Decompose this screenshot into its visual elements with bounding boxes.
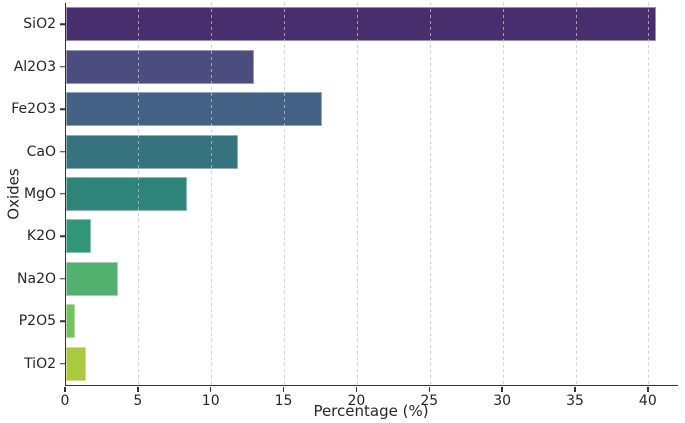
y-tick-label-fe2o3: Fe2O3: [11, 101, 56, 118]
y-tick-label-cao: CaO: [26, 143, 56, 160]
bar-row-sio2: SiO2: [23, 3, 678, 45]
bar-row-al2o3: Al2O3: [14, 45, 678, 87]
bar-na2o: [66, 261, 119, 296]
bar-fe2o3: [66, 92, 323, 127]
x-tick-mark: [282, 387, 285, 392]
y-tick-mark: [60, 320, 65, 323]
bar-row-p2o5: P2O5: [19, 300, 678, 342]
x-tick-label-0: 0: [60, 393, 70, 409]
x-tick-mark: [647, 387, 649, 392]
bar-al2o3: [66, 49, 254, 84]
y-tick-label-p2o5: P2O5: [18, 313, 56, 330]
plot-area: SiO2 Al2O3 Fe2O3 CaO MgO K2O Na2O P2O5 TiO2: [11, 3, 678, 386]
y-tick-mark: [60, 235, 65, 238]
bar-row-cao: CaO: [27, 130, 678, 172]
y-tick-mark: [60, 23, 65, 25]
bar-tio2: [66, 346, 87, 381]
x-tick-label-15: 15: [274, 393, 293, 409]
bar-row-tio2: TiO2: [24, 343, 678, 385]
bar-series: SiO2 Al2O3 Fe2O3 CaO MgO K2O Na2O P2O5 TiO2: [11, 3, 678, 385]
y-tick-label-k2o: K2O: [26, 228, 56, 245]
x-axis-title: Percentage (%): [313, 402, 429, 420]
y-tick-label-tio2: TiO2: [24, 355, 56, 372]
y-tick-label-na2o: Na2O: [17, 270, 56, 287]
y-tick-mark: [60, 362, 65, 365]
x-tick-mark: [137, 387, 139, 392]
x-tick-label-35: 35: [566, 393, 584, 409]
x-tick-label-30: 30: [493, 393, 512, 409]
bar-sio2: [66, 7, 657, 42]
x-tick-label-40: 40: [638, 393, 657, 409]
y-tick-mark: [60, 108, 65, 110]
x-tick-label-20: 20: [347, 393, 366, 409]
y-tick-mark: [60, 193, 65, 195]
x-tick-mark: [64, 387, 66, 392]
bar-cao: [66, 134, 238, 169]
x-tick-label-25: 25: [420, 393, 439, 409]
bar-mgo: [66, 176, 187, 211]
x-tick-label-10: 10: [201, 393, 220, 409]
y-tick-label-sio2: SiO2: [23, 16, 56, 33]
bar-p2o5: [66, 304, 75, 339]
x-axis-ticks: 0 5 10 15 20 25 30 35 40: [61, 386, 677, 416]
bar-row-fe2o3: Fe2O3: [11, 88, 678, 130]
y-tick-mark: [60, 150, 65, 153]
bar-k2o: [66, 219, 91, 254]
x-tick-mark: [501, 387, 503, 392]
y-tick-mark: [60, 278, 65, 280]
y-tick-label-mgo: MgO: [24, 185, 56, 202]
y-tick-label-al2o3: Al2O3: [13, 58, 56, 75]
x-tick-label-5: 5: [133, 393, 143, 409]
x-tick-mark: [209, 387, 212, 392]
x-tick-mark: [355, 387, 358, 392]
bar-row-na2o: Na2O: [17, 258, 678, 300]
y-axis-title: Oxides: [4, 168, 23, 220]
x-tick-mark: [574, 387, 576, 392]
bar-row-k2o: K2O: [27, 215, 678, 257]
y-tick-mark: [60, 65, 65, 68]
bar-row-mgo: MgO: [24, 173, 678, 215]
x-tick-mark: [428, 387, 431, 392]
